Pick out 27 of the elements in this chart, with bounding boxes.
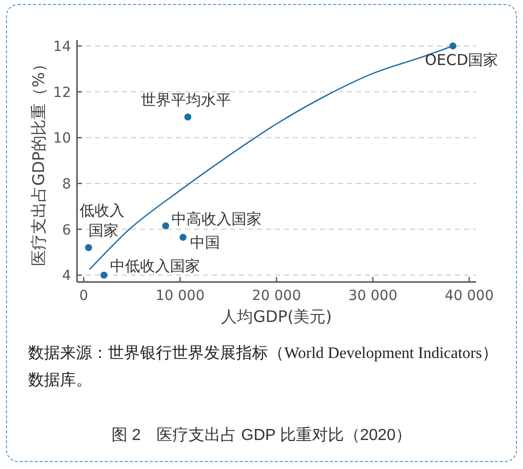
source-note: 数据来源：世界银行世界发展指标（World Development Indicators）数据库。 [28, 344, 498, 391]
annotation: 中低收入国家 [110, 257, 200, 276]
point [85, 244, 92, 252]
x-axis-title: 人均GDP(美元) [221, 307, 332, 326]
annotation: 世界平均水平 [140, 91, 231, 109]
x-tick-label: 30 000 [348, 288, 398, 304]
x-tick-label: 20 000 [252, 288, 301, 304]
annotation: 中高收入国家 [172, 210, 262, 228]
annotation: OECD国家 [424, 50, 498, 69]
x-tick-label: 10 000 [156, 288, 205, 304]
x-tick-label: 0 [79, 288, 88, 304]
point [100, 272, 108, 279]
y-tick-label: 6 [62, 222, 72, 238]
point [184, 114, 192, 120]
y-tick-label: 8 [62, 176, 71, 192]
point [162, 222, 170, 230]
point [180, 234, 187, 241]
y-tick-label: 10 [53, 130, 71, 147]
annotation: 中国 [190, 233, 220, 252]
y-tick-label: 4 [62, 268, 72, 284]
text: 图 2 医疗支出占 GDP 比重对比（2020） [110, 426, 413, 446]
x-tick-label: 40 000 [444, 288, 494, 304]
y-tick-label: 12 [53, 84, 71, 101]
point [449, 42, 456, 50]
y-axis-title: 医疗支出占GDP的比重（%） [29, 56, 48, 266]
y-tick-label: 14 [53, 38, 72, 55]
annotation: 低收入国家 [80, 202, 125, 240]
